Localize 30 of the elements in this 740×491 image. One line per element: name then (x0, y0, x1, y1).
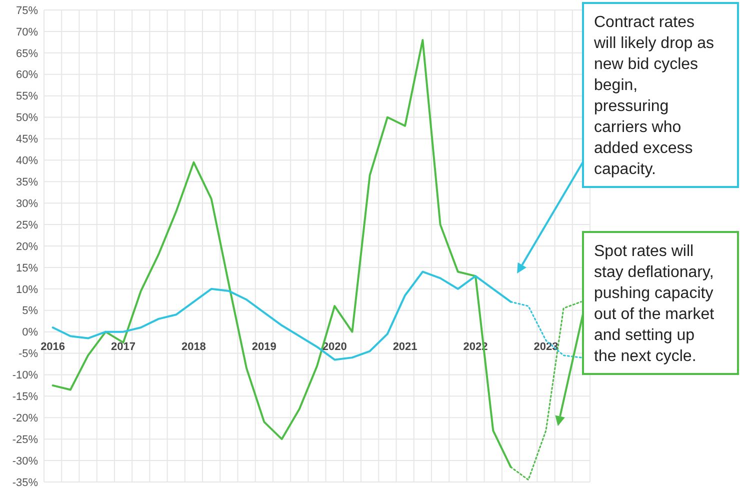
y-tick-label: 0% (22, 326, 38, 339)
x-tick-label: 2021 (392, 340, 418, 353)
y-tick-label: -25% (12, 434, 38, 446)
y-tick-label: 45% (16, 134, 38, 146)
y-tick-label: 75% (16, 4, 38, 17)
y-tick-label: 70% (16, 26, 38, 38)
y-tick-label: 60% (16, 69, 38, 82)
x-tick-label: 2016 (40, 340, 66, 353)
y-tick-label: 35% (16, 176, 38, 188)
y-tick-label: 5% (22, 305, 38, 318)
y-tick-label: 15% (16, 262, 38, 274)
y-tick-label: 65% (16, 48, 38, 60)
y-tick-label: 55% (16, 90, 38, 103)
y-tick-label: -10% (12, 370, 38, 382)
y-tick-label: -15% (12, 391, 38, 404)
y-tick-label: 40% (16, 155, 38, 168)
y-tick-label: -30% (12, 455, 38, 468)
text: Spot rates will stay deflationary, pushing capacity out of the market and setting up the next cycle. (594, 243, 715, 365)
x-tick-label: 2019 (252, 340, 276, 353)
x-tick-label: 2018 (181, 340, 206, 353)
y-tick-label: 20% (16, 240, 38, 253)
text: Contract rates will likely drop as new bid cycles begin, pressuring carriers who added excess capacity. (593, 14, 714, 178)
y-tick-label: 25% (16, 219, 38, 232)
y-tick-label: 30% (16, 198, 38, 210)
y-tick-label: 50% (16, 112, 38, 124)
y-tick-label: -20% (12, 412, 38, 424)
y-tick-label: -35% (12, 476, 38, 489)
x-tick-label: 2017 (111, 340, 136, 353)
y-tick-label: 10% (16, 284, 38, 296)
y-tick-label: -5% (18, 348, 38, 360)
